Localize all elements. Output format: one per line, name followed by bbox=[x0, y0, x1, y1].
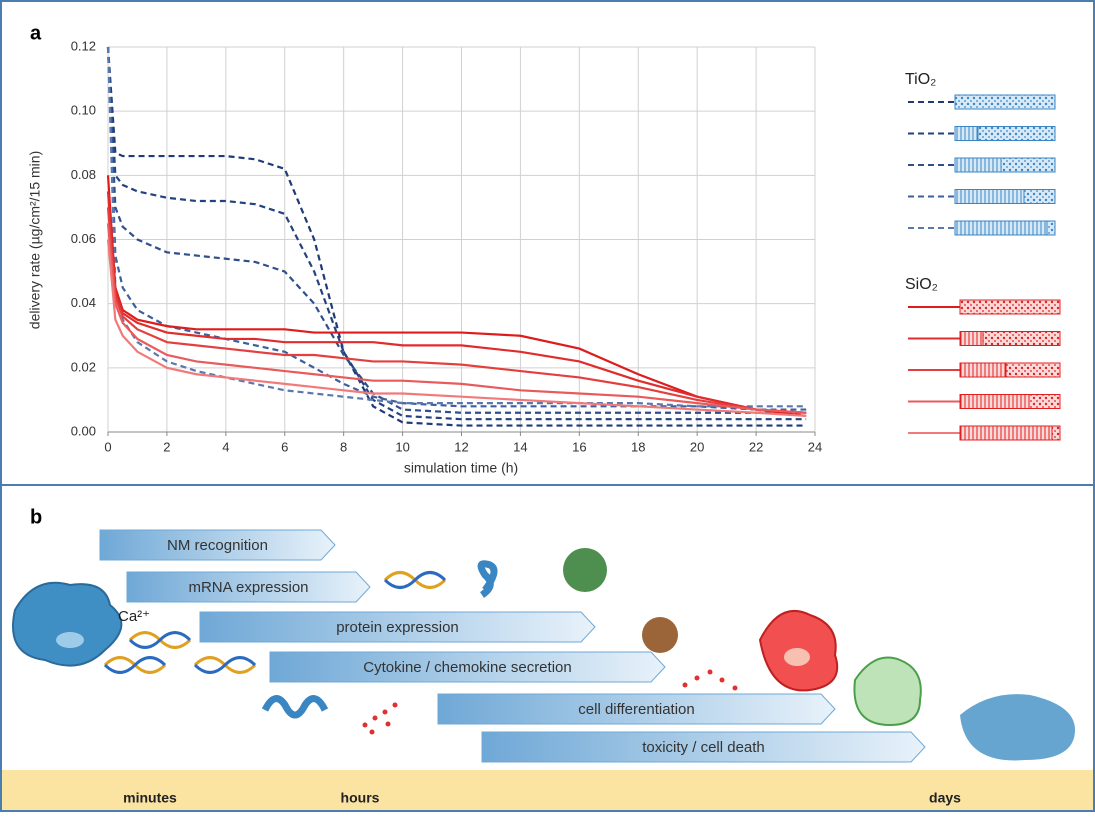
x-tick-label: 12 bbox=[454, 439, 468, 454]
legend-swatch bbox=[955, 95, 1055, 109]
arrow-label: mRNA expression bbox=[188, 579, 308, 596]
x-tick-label: 14 bbox=[513, 439, 527, 454]
timeline-label: days bbox=[929, 790, 961, 806]
y-tick-label: 0.08 bbox=[71, 167, 96, 182]
y-tick-label: 0.04 bbox=[71, 295, 96, 310]
arrow-label: protein expression bbox=[336, 619, 459, 636]
figure: a simulation time (h) delivery rate (µg/… bbox=[0, 0, 1095, 812]
x-axis-title: simulation time (h) bbox=[404, 460, 518, 476]
timeline-label: minutes bbox=[123, 790, 177, 806]
legend-swatch-inner bbox=[955, 158, 1001, 172]
legend-swatch-inner bbox=[960, 426, 1052, 440]
ion-label: Ca²⁺ bbox=[118, 608, 150, 625]
panel-label: b bbox=[30, 506, 42, 528]
y-tick-label: 0.12 bbox=[71, 38, 96, 53]
x-tick-label: 20 bbox=[690, 439, 704, 454]
x-tick-label: 4 bbox=[222, 439, 229, 454]
protein-cluster bbox=[563, 548, 607, 592]
legend-swatch-inner bbox=[960, 395, 1029, 409]
cell bbox=[854, 658, 920, 726]
legend-title: SiO₂ bbox=[905, 276, 938, 293]
legend-swatch-inner bbox=[955, 127, 978, 141]
frame bbox=[1, 1, 1094, 811]
legend-swatch-inner bbox=[955, 190, 1024, 204]
x-tick-label: 22 bbox=[749, 439, 763, 454]
y-tick-label: 0.10 bbox=[71, 103, 96, 118]
y-tick-label: 0.00 bbox=[71, 423, 96, 438]
legend-swatch-inner bbox=[955, 221, 1047, 235]
x-tick-label: 8 bbox=[340, 439, 347, 454]
legend-swatch bbox=[960, 300, 1060, 314]
arrow-label: cell differentiation bbox=[578, 701, 694, 718]
legend-swatch-inner bbox=[960, 332, 983, 346]
y-tick-label: 0.06 bbox=[71, 231, 96, 246]
protein-cluster bbox=[642, 617, 678, 653]
legend-swatch-inner bbox=[960, 363, 1006, 377]
legend-title: TiO₂ bbox=[905, 71, 936, 88]
panel-label: a bbox=[30, 22, 42, 44]
x-tick-label: 0 bbox=[104, 439, 111, 454]
arrow-label: NM recognition bbox=[167, 537, 268, 554]
x-tick-label: 10 bbox=[395, 439, 409, 454]
x-tick-label: 16 bbox=[572, 439, 586, 454]
nucleus bbox=[56, 632, 84, 648]
y-tick-label: 0.02 bbox=[71, 359, 96, 374]
nucleus bbox=[784, 648, 810, 666]
x-tick-label: 24 bbox=[808, 439, 822, 454]
arrow-label: toxicity / cell death bbox=[642, 739, 765, 756]
x-tick-label: 6 bbox=[281, 439, 288, 454]
arrow-label: Cytokine / chemokine secretion bbox=[363, 659, 571, 676]
x-tick-label: 2 bbox=[163, 439, 170, 454]
timeline-label: hours bbox=[341, 790, 380, 806]
y-axis-title: delivery rate (µg/cm²/15 min) bbox=[27, 151, 43, 329]
x-tick-label: 18 bbox=[631, 439, 645, 454]
